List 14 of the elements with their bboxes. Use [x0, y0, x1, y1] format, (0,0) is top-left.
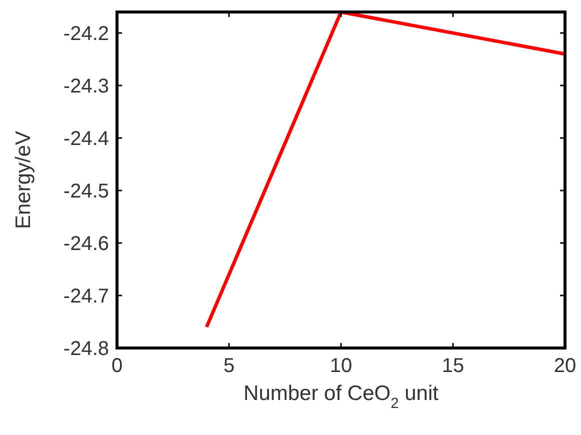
x-tick-label: 10: [330, 355, 352, 377]
y-tick-label: -24.7: [63, 286, 109, 308]
x-tick-label: 20: [554, 355, 576, 377]
y-tick-label: -24.3: [63, 76, 109, 98]
x-axis-title: Number of CeO$_{2}$ unit: [244, 382, 439, 412]
x-tick-label: 5: [223, 355, 235, 377]
y-tick-label: -24.2: [63, 23, 109, 45]
y-tick-label: -24.6: [63, 233, 109, 255]
x-tick-label: 0: [111, 355, 123, 377]
y-axis-title: Energy/eV: [12, 130, 35, 230]
y-tick-label: -24.8: [63, 338, 109, 360]
x-tick-label: 15: [442, 355, 464, 377]
y-tick-label: -24.4: [63, 128, 109, 150]
y-tick-label: -24.5: [63, 180, 109, 202]
